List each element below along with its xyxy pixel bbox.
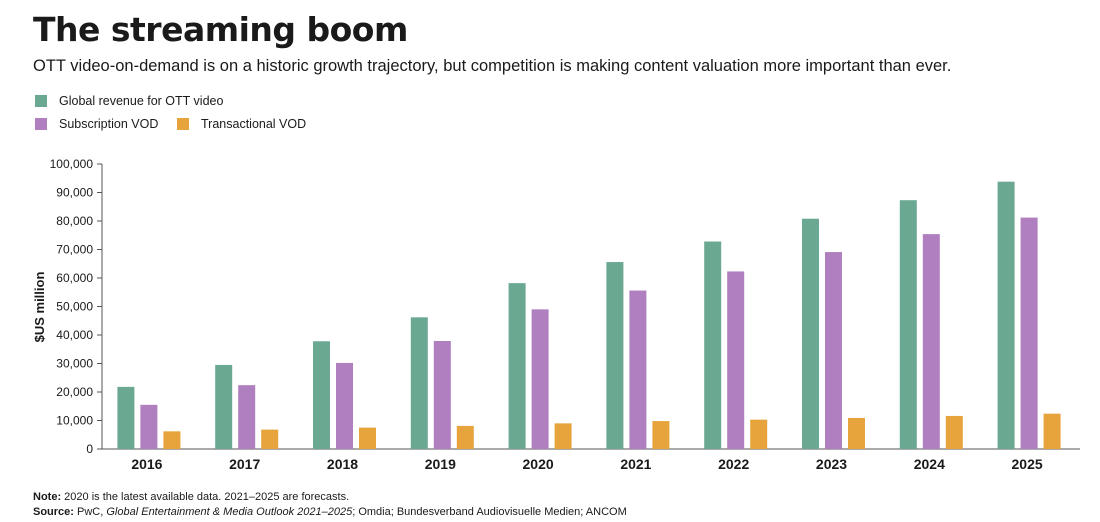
bar-tvod-2022 (750, 419, 768, 449)
bar-svod-2019 (433, 340, 451, 449)
bar-svod-2023 (825, 252, 842, 449)
bar-revenue-2020 (508, 283, 526, 449)
source-pre: PwC, (73, 506, 107, 518)
bar-svod-2022 (727, 271, 745, 449)
chart-subtitle: OTT video-on-demand is on a historic gro… (33, 57, 952, 75)
bar-tvod-2021 (652, 421, 670, 449)
legend-item-svod: Subscription VOD (35, 117, 158, 131)
x-tick-label: 2019 (425, 456, 456, 472)
source-label: Source: (33, 506, 74, 518)
bar-svod-2018 (336, 362, 353, 449)
source-line: Source: PwC, Global Entertainment & Medi… (33, 505, 627, 520)
bar-revenue-2025 (997, 181, 1015, 450)
x-tick-label: 2016 (131, 456, 162, 472)
source-post: ; Omdia; Bundesverband Audiovisuelle Med… (352, 506, 627, 518)
y-tick-label: 40,000 (56, 328, 93, 342)
bar-revenue-2021 (606, 262, 624, 449)
legend-item-tvod: Transactional VOD (177, 117, 306, 131)
legend-label-svod: Subscription VOD (59, 117, 159, 131)
bar-revenue-2022 (704, 241, 722, 449)
bar-tvod-2023 (848, 417, 865, 449)
bar-tvod-2017 (261, 429, 279, 449)
y-tick-label: 60,000 (56, 271, 93, 285)
bar-tvod-2020 (554, 423, 572, 449)
bar-svod-2020 (531, 309, 549, 449)
chart-title: The streaming boom (33, 10, 408, 49)
x-tick-label: 2017 (229, 456, 260, 472)
legend-label-tvod: Transactional VOD (201, 117, 307, 131)
x-tick-label: 2021 (620, 456, 651, 472)
note-text: 2020 is the latest available data. 2021–… (61, 491, 350, 503)
bar-tvod-2025 (1043, 413, 1061, 449)
bars (117, 181, 1061, 450)
legend-item-revenue: Global revenue for OTT video (35, 94, 223, 108)
legend-swatch-svod (35, 118, 47, 130)
source-title: Global Entertainment & Media Outlook 202… (106, 506, 353, 518)
bar-svod-2025 (1020, 217, 1038, 449)
note-label: Note: (33, 491, 62, 503)
bar-svod-2021 (629, 290, 647, 449)
bar-tvod-2019 (456, 425, 474, 449)
y-axis-label: $US million (32, 272, 47, 343)
note-line: Note: 2020 is the latest available data.… (33, 490, 627, 505)
y-tick-label: 20,000 (56, 385, 93, 399)
legend-label-revenue: Global revenue for OTT video (59, 94, 224, 108)
legend-swatch-tvod (177, 118, 189, 130)
bar-tvod-2016 (163, 431, 181, 449)
y-tick-label: 0 (86, 442, 93, 456)
y-tick-label: 100,000 (50, 157, 94, 171)
x-tick-label: 2022 (718, 456, 749, 472)
bar-tvod-2024 (945, 415, 963, 449)
y-tick-label: 70,000 (56, 243, 93, 257)
x-tick-label: 2023 (816, 456, 847, 472)
bar-tvod-2018 (359, 427, 376, 449)
x-tick-label: 2018 (327, 456, 358, 472)
bar-revenue-2023 (802, 218, 819, 449)
y-tick-label: 80,000 (56, 214, 93, 228)
bar-svod-2017 (238, 385, 256, 449)
bar-revenue-2017 (215, 364, 233, 449)
y-tick-label: 90,000 (56, 186, 93, 200)
x-tick-label: 2025 (1012, 456, 1043, 472)
bar-revenue-2019 (410, 317, 428, 449)
x-tick-label: 2020 (523, 456, 554, 472)
bar-revenue-2024 (899, 200, 917, 449)
y-axis: 0 10,000 20,000 30,000 40,000 50,000 60,000 70,… (50, 157, 1080, 456)
y-tick-label: 30,000 (56, 357, 93, 371)
bar-svod-2024 (922, 234, 940, 449)
x-tick-label: 2024 (914, 456, 945, 472)
bar-svod-2016 (140, 404, 158, 449)
x-axis: 2016 2017 2018 2019 2020 2021 2022 2023 2024 2025 (131, 456, 1043, 472)
y-tick-label: 50,000 (56, 300, 93, 314)
bar-revenue-2018 (313, 341, 330, 449)
y-tick-label: 10,000 (56, 414, 93, 428)
bar-revenue-2016 (117, 386, 135, 449)
legend-swatch-revenue (35, 95, 47, 107)
footer: Note: 2020 is the latest available data.… (33, 490, 627, 520)
